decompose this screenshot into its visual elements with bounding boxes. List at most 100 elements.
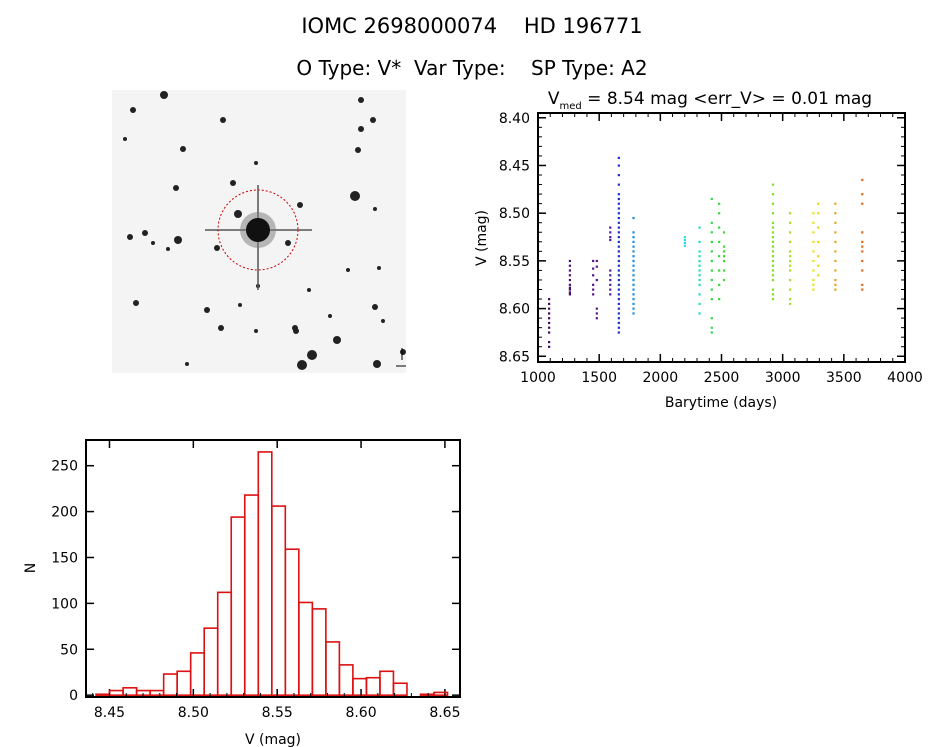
data-point — [698, 278, 701, 282]
data-point — [789, 278, 792, 282]
y-tick-label: 100 — [51, 596, 78, 612]
y-tick-label: 8.60 — [499, 302, 530, 318]
data-point — [771, 298, 775, 301]
data-point — [710, 259, 713, 263]
star — [127, 234, 133, 240]
plot-frame — [85, 439, 461, 698]
x-axis-label: Barytime (days) — [665, 395, 777, 411]
data-point — [861, 245, 864, 248]
star — [254, 329, 258, 333]
data-point — [771, 269, 775, 272]
star — [350, 191, 360, 201]
star — [358, 126, 364, 132]
data-point — [718, 202, 721, 205]
data-point — [812, 269, 815, 272]
star — [230, 180, 236, 186]
data-point — [817, 212, 820, 215]
data-point — [812, 288, 815, 291]
data-point — [568, 264, 572, 267]
target-star — [246, 218, 270, 242]
star — [130, 107, 136, 113]
y-tick-label: 8.50 — [499, 206, 530, 222]
data-point — [568, 291, 572, 294]
data-point — [617, 250, 620, 253]
data-point — [548, 331, 551, 334]
x-tick-label: 8.45 — [94, 705, 125, 721]
data-point — [568, 269, 572, 272]
star — [133, 300, 139, 306]
data-point — [722, 278, 726, 282]
star — [346, 268, 350, 272]
y-axis-label: N — [23, 563, 39, 573]
data-point — [771, 259, 775, 263]
star — [333, 336, 341, 344]
data-point — [568, 274, 572, 277]
data-point — [698, 264, 701, 267]
plot-frame — [537, 112, 906, 363]
data-point — [617, 283, 620, 286]
data-point — [632, 264, 635, 267]
x-tick-label: 1000 — [520, 370, 556, 386]
y-tick-label: 200 — [51, 505, 78, 521]
histogram-bar — [338, 664, 354, 696]
data-point — [812, 221, 815, 224]
data-point — [632, 302, 635, 306]
x-tick-label: 2000 — [643, 370, 679, 386]
data-point — [861, 250, 864, 253]
histogram-bar — [284, 548, 300, 696]
star — [358, 97, 364, 103]
data-point — [771, 278, 775, 282]
x-tick-label: 2500 — [704, 370, 740, 386]
histogram-bar — [176, 670, 192, 696]
data-point — [609, 226, 612, 229]
data-point — [789, 302, 792, 306]
data-point — [617, 288, 620, 291]
data-point — [568, 286, 572, 289]
star — [185, 362, 189, 366]
data-point — [789, 231, 792, 234]
histogram-bar — [325, 641, 341, 696]
data-point — [592, 267, 595, 270]
star — [218, 325, 224, 331]
data-point — [617, 245, 620, 248]
finder-image — [112, 90, 406, 373]
star — [381, 319, 385, 323]
star — [307, 288, 311, 292]
data-point — [771, 264, 775, 267]
lightcurve-plot: Vmed = 8.54 mag <err_V> = 0.01 mag Baryt… — [474, 89, 923, 411]
histogram-bar — [189, 652, 206, 696]
data-point — [771, 193, 775, 196]
data-point — [683, 241, 686, 244]
data-point — [718, 226, 721, 229]
y-tick-label: 8.40 — [499, 111, 530, 127]
data-point — [718, 269, 721, 272]
data-point — [817, 240, 820, 243]
data-point — [617, 264, 620, 267]
star — [400, 349, 406, 355]
data-point — [789, 212, 792, 215]
data-point — [632, 250, 635, 253]
x-axis-label: V (mag) — [245, 732, 301, 747]
data-point — [861, 283, 864, 286]
histogram-bar — [243, 494, 260, 696]
data-point — [771, 212, 775, 215]
star — [142, 230, 148, 236]
y-tick-label: 50 — [60, 642, 78, 658]
histogram-bar — [257, 451, 273, 696]
data-point — [710, 288, 713, 291]
page-subtitle: O Type: V* Var Type: SP Type: A2 — [296, 56, 648, 80]
histogram-bar — [216, 591, 233, 696]
data-point — [710, 231, 713, 234]
data-point — [595, 312, 598, 315]
data-point — [698, 250, 701, 253]
data-point — [617, 174, 620, 177]
data-point — [710, 331, 713, 334]
data-point — [632, 298, 635, 301]
y-tick-label: 150 — [51, 550, 78, 566]
data-point — [632, 216, 635, 220]
data-point — [834, 259, 837, 263]
star — [234, 210, 242, 218]
data-point — [609, 269, 612, 272]
data-point — [698, 259, 701, 263]
data-point — [722, 255, 726, 258]
